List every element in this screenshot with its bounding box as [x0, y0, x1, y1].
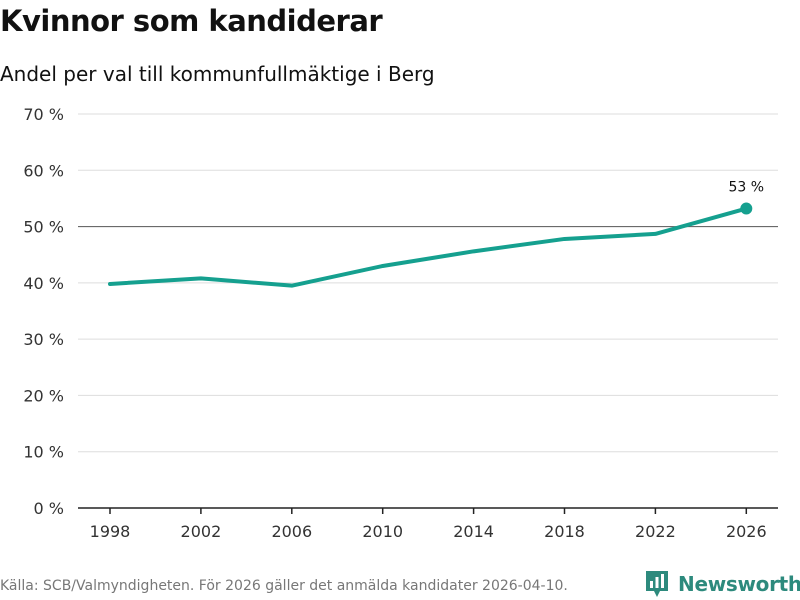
- brand-logo: Newsworthy: [644, 569, 800, 599]
- x-tick-label: 2010: [362, 522, 403, 541]
- chart-title: Kvinnor som kandiderar: [0, 4, 383, 38]
- y-tick-label: 0 %: [34, 499, 64, 518]
- y-tick-label: 20 %: [23, 386, 64, 405]
- x-tick-label: 2022: [635, 522, 676, 541]
- x-tick-label: 1998: [90, 522, 131, 541]
- chart-subtitle: Andel per val till kommunfullmäktige i B…: [0, 62, 435, 86]
- x-tick-label: 2006: [271, 522, 312, 541]
- data-label: 53 %: [729, 180, 765, 196]
- newsworthy-logo-icon: [646, 571, 668, 597]
- x-tick-label: 2014: [453, 522, 494, 541]
- last-data-point: [740, 202, 753, 215]
- y-tick-label: 10 %: [23, 443, 64, 462]
- y-tick-label: 60 %: [23, 161, 64, 180]
- x-tick-label: 2002: [181, 522, 222, 541]
- brand-name: Newsworthy: [678, 572, 800, 596]
- series-line: [108, 206, 749, 288]
- y-tick-label: 50 %: [23, 218, 64, 237]
- line-chart: 0 % 10 % 20 % 30 % 40 % 50 % 60 % 70 % 1998 2002 2…: [23, 105, 778, 541]
- y-tick-label: 40 %: [23, 274, 64, 293]
- y-tick-label: 70 %: [23, 105, 64, 124]
- y-tick-label: 30 %: [23, 330, 64, 349]
- source-note: Källa: SCB/Valmyndigheten. För 2026 gäll…: [0, 578, 568, 594]
- x-tick-label: 2018: [544, 522, 585, 541]
- x-tick-label: 2026: [726, 522, 767, 541]
